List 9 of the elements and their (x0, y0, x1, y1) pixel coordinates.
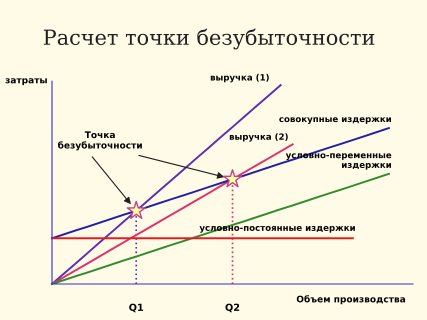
annotation: Точка безубыточности (58, 131, 142, 150)
chart-title: Расчет точки безубыточности (44, 28, 374, 50)
series-label: совокупные издержки (279, 117, 391, 124)
y-axis-title: затраты (6, 78, 47, 86)
x-axis-title: Объем производства (296, 295, 406, 304)
x-tick-label: Q2 (225, 304, 240, 312)
x-tick-label: Q1 (129, 304, 144, 312)
series-label: выручка (2) (230, 133, 288, 142)
series-label: выручка (1) (210, 74, 269, 82)
